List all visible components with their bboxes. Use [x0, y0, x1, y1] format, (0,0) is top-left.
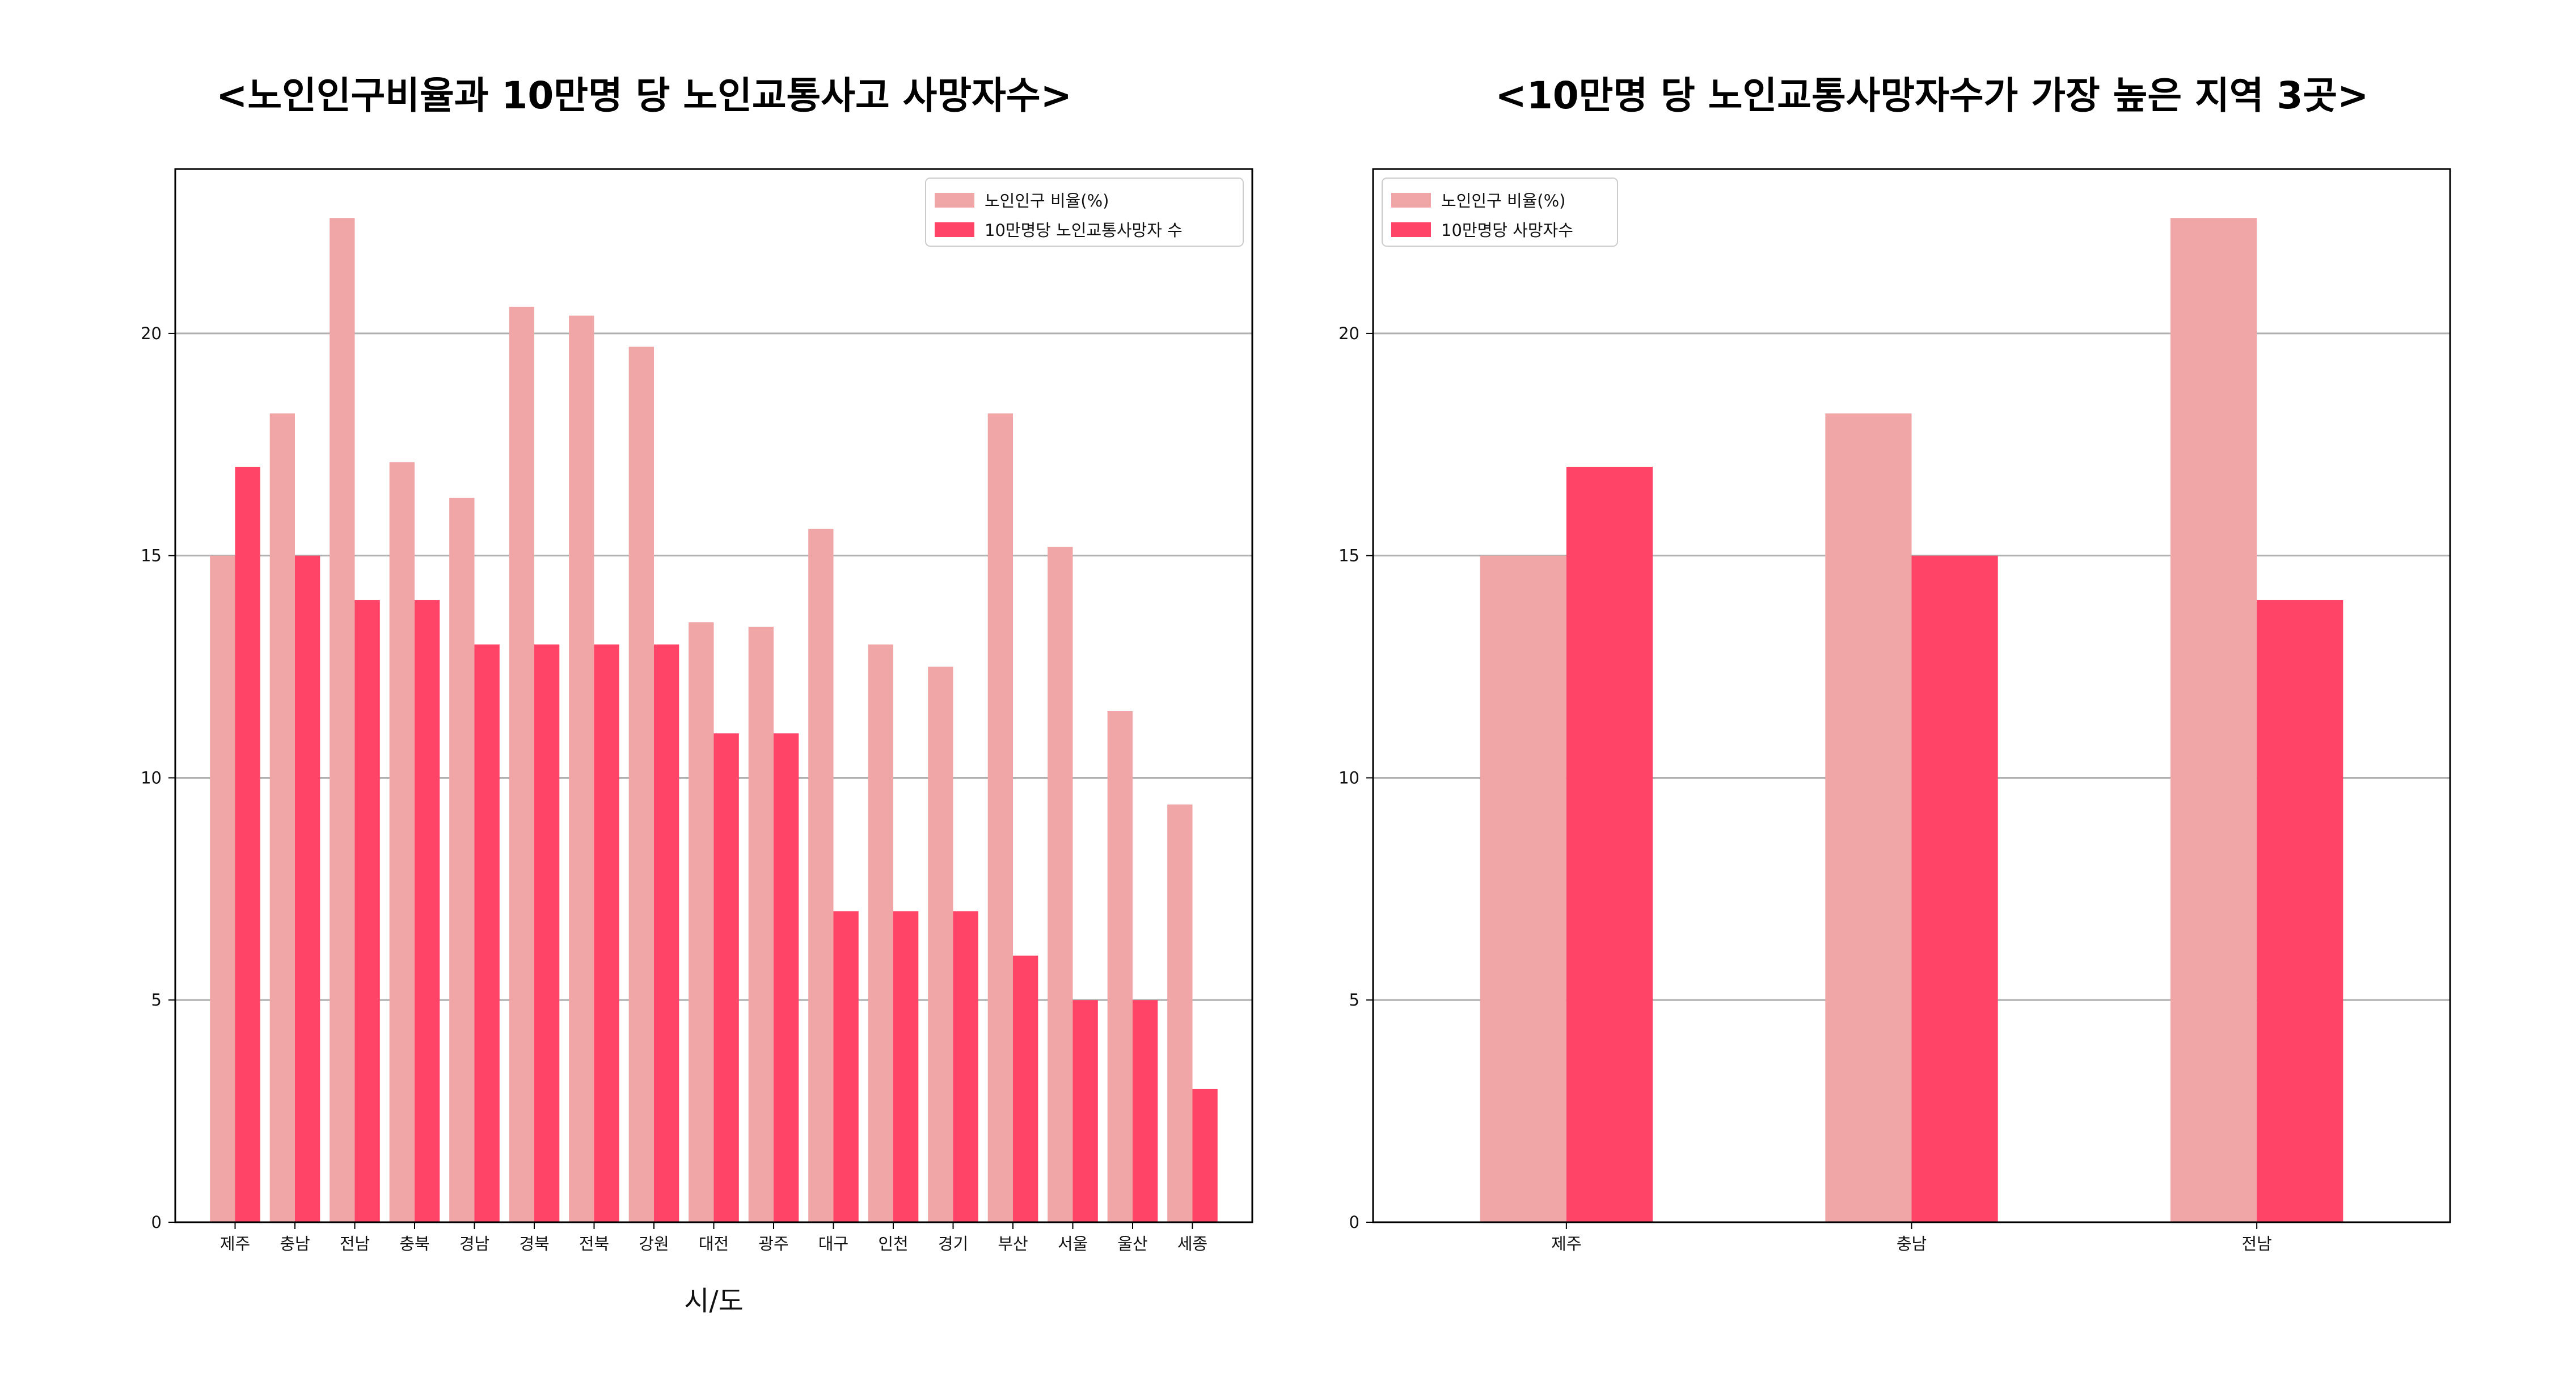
bar-elderly-ratio — [748, 627, 774, 1222]
plot-frame — [1372, 168, 2451, 1223]
bar-elderly-ratio — [330, 218, 355, 1222]
x-tick-label: 인천 — [878, 1234, 908, 1253]
bar-elderly-ratio — [569, 315, 594, 1223]
x-tick-label: 제주 — [1551, 1234, 1581, 1253]
chart-title: <노인인구비율과 10만명 당 노인교통사고 사망자수> — [216, 74, 1072, 117]
bar-elderly-ratio — [210, 555, 235, 1222]
legend-label: 10만명당 노인교통사망자 수 — [985, 221, 1183, 240]
x-tick-label: 세종 — [1177, 1234, 1207, 1253]
y-tick-label: 15 — [1338, 546, 1359, 565]
right-chart-plot: 제주 충남 전남 0 5 10 15 20 노인인구 비율(%) 10만명당 사망자수 — [1338, 168, 2451, 1253]
bar-deaths — [833, 911, 859, 1222]
bar-deaths — [594, 644, 619, 1222]
bar-elderly-ratio — [868, 644, 893, 1222]
y-tick-label: 15 — [141, 546, 162, 565]
bar-elderly-ratio — [1480, 555, 1566, 1222]
bar-deaths — [235, 466, 260, 1223]
bar-elderly-ratio — [1167, 804, 1193, 1222]
bar-deaths — [1911, 555, 1998, 1222]
x-tick-label: 대전 — [699, 1234, 729, 1253]
legend-swatch-elderly-ratio — [1391, 193, 1431, 208]
x-tick-label: 제주 — [220, 1234, 250, 1253]
x-tick-label: 울산 — [1117, 1234, 1147, 1253]
bar-deaths — [1133, 1000, 1158, 1222]
bar-elderly-ratio — [987, 413, 1013, 1222]
bar-elderly-ratio — [269, 413, 295, 1222]
bar-deaths — [654, 644, 679, 1222]
legend-label: 노인인구 비율(%) — [1441, 191, 1565, 210]
y-tick-label: 20 — [141, 324, 162, 343]
bar-elderly-ratio — [1825, 413, 1912, 1222]
bar-elderly-ratio — [928, 666, 953, 1222]
bar-elderly-ratio — [689, 622, 714, 1222]
x-tick-label: 경남 — [459, 1234, 489, 1253]
x-tick-label: 전남 — [340, 1234, 370, 1253]
legend-swatch-elderly-ratio — [935, 193, 974, 208]
bar-deaths — [893, 911, 919, 1222]
legend-swatch-deaths — [935, 222, 974, 237]
x-tick-label: 전북 — [579, 1234, 609, 1253]
x-tick-label: 서울 — [1058, 1234, 1088, 1253]
bar-deaths — [1013, 955, 1038, 1222]
legend-label: 10만명당 사망자수 — [1441, 221, 1573, 240]
bar-deaths — [953, 911, 978, 1222]
bar-deaths — [354, 600, 380, 1222]
legend-box — [925, 178, 1244, 247]
x-tick-label: 광주 — [758, 1234, 788, 1253]
bar-deaths — [415, 600, 440, 1222]
bar-elderly-ratio — [2170, 218, 2257, 1222]
y-tick-label: 5 — [151, 990, 162, 1010]
bar-deaths — [1192, 1088, 1218, 1222]
x-tick-label: 충남 — [1897, 1234, 1927, 1253]
x-tick-label: 대구 — [818, 1234, 848, 1253]
x-tick-label: 전남 — [2241, 1234, 2271, 1253]
bar-elderly-ratio — [1107, 711, 1133, 1222]
y-tick-label: 0 — [1349, 1213, 1359, 1232]
bar-deaths — [774, 733, 799, 1222]
y-tick-label: 10 — [1338, 768, 1359, 787]
bar-deaths — [1566, 466, 1653, 1223]
plot-frame — [174, 168, 1253, 1223]
bar-deaths — [1072, 1000, 1098, 1222]
legend-swatch-deaths — [1391, 222, 1431, 237]
x-axis-label: 시/도 — [684, 1285, 744, 1317]
y-tick-label: 10 — [141, 768, 162, 787]
bar-elderly-ratio — [449, 497, 475, 1223]
left-chart-panel: <노인인구비율과 10만명 당 노인교통사고 사망자수> 제주 충남 전남 충북 경남 경… — [141, 74, 1253, 1317]
y-tick-label: 20 — [1338, 324, 1359, 343]
legend-box — [1382, 178, 1618, 247]
x-tick-label: 충남 — [280, 1234, 310, 1253]
bar-deaths — [713, 733, 739, 1222]
x-tick-label: 강원 — [639, 1234, 669, 1253]
bar-deaths — [534, 644, 560, 1222]
left-chart-plot: 제주 충남 전남 충북 경남 경북 전북 강원 대전 광주 대구 인천 경기 부산 서울 울산 세종 0 5 10 15… — [141, 168, 1253, 1317]
bar-elderly-ratio — [389, 462, 415, 1223]
legend-label: 노인인구 비율(%) — [985, 191, 1109, 210]
x-tick-label: 충북 — [399, 1234, 429, 1253]
right-chart-panel: <10만명 당 노인교통사망자수가 가장 높은 지역 3곳> 제주 충남 전남 0 5 1… — [1288, 0, 2576, 1385]
bar-elderly-ratio — [808, 529, 834, 1222]
chart-title: <10만명 당 노인교통사망자수가 가장 높은 지역 3곳> — [1495, 74, 2369, 117]
bar-deaths — [295, 555, 320, 1222]
x-tick-label: 경북 — [519, 1234, 549, 1253]
bar-deaths — [474, 644, 500, 1222]
x-tick-label: 경기 — [938, 1234, 968, 1253]
bar-elderly-ratio — [1048, 547, 1073, 1222]
y-tick-label: 5 — [1349, 990, 1359, 1010]
bar-elderly-ratio — [509, 306, 534, 1223]
bar-deaths — [2257, 600, 2343, 1222]
bar-elderly-ratio — [628, 347, 654, 1222]
x-tick-label: 부산 — [998, 1234, 1028, 1253]
y-tick-label: 0 — [151, 1213, 162, 1232]
